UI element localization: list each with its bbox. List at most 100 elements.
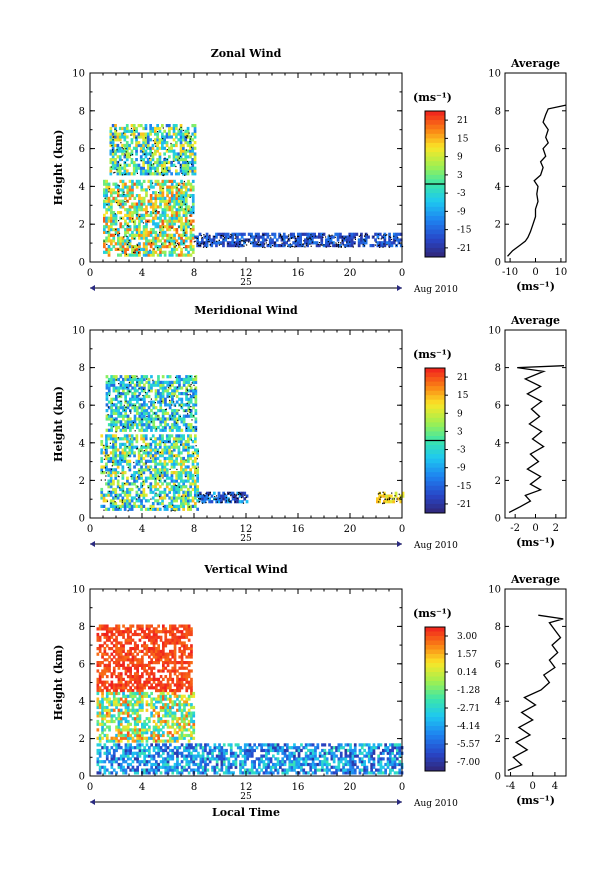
heatmap-cell [142,445,146,449]
heatmap-cell [154,473,157,477]
heatmap-cell [187,208,190,212]
zero-contour-dot [379,492,381,494]
heatmap-cell [138,697,142,701]
heatmap-cell [116,166,120,170]
heatmap-cell [169,669,172,673]
heatmap-cell [101,728,104,732]
heatmap-cell [144,149,148,153]
heatmap-cell [151,504,155,508]
heatmap-cell [152,403,156,407]
heatmap-cell [159,182,162,186]
heatmap-cell [156,182,160,186]
heatmap-cell [124,423,127,427]
heatmap-cell [105,222,108,226]
heatmap-cell [224,494,228,498]
heatmap-cell [191,160,195,165]
heatmap-cell [142,493,146,497]
heatmap-cell [154,459,157,463]
zero-contour-dot [282,239,284,241]
heatmap-cell [101,624,104,628]
zero-contour-dot [204,495,206,497]
heatmap-cell [151,448,155,452]
heatmap-cell [135,462,139,466]
heatmap-cell [183,624,186,628]
heatmap-cell [124,733,128,738]
heatmap-cell [178,672,182,676]
zero-contour-dot [287,235,290,237]
heatmap-cell [168,216,172,220]
zero-contour-dot [108,490,110,492]
heatmap-cell [189,504,192,508]
heatmap-cell [133,228,137,232]
heatmap-cell [119,644,123,648]
heatmap-cell [180,666,184,670]
heatmap-cell [128,146,131,150]
heatmap-cell [166,683,170,687]
heatmap-cell [117,239,120,243]
colorbar-tick-label: 21 [457,116,468,126]
heatmap-cell [164,638,168,642]
heatmap-cell [136,647,139,651]
heatmap-cell [162,694,165,698]
heatmap-cell [130,124,134,128]
heatmap-cell [164,411,167,415]
heatmap-cell [103,216,106,220]
heatmap-cell [180,649,184,653]
heatmap-cell [163,473,167,477]
heatmap-cell [121,185,125,189]
zero-contour-dot [134,430,136,432]
zero-contour-dot [262,246,264,248]
heatmap-cell [387,494,391,498]
heatmap-cell [171,691,175,696]
heatmap-cell [135,485,139,489]
heatmap-cell [180,239,183,243]
zero-contour-dot [169,468,171,470]
heatmap-cell [162,689,165,693]
profile-y-tick-label: 6 [495,401,501,412]
heatmap-cell [170,208,174,212]
heatmap-cell [170,205,174,209]
zero-contour-dot [223,237,225,239]
heatmap-cell [109,141,113,145]
heatmap-cell [161,132,164,136]
heatmap-cell [306,244,309,248]
heatmap-cell [178,649,182,653]
zero-contour-dot [144,153,146,155]
zero-contour-dot [121,250,123,252]
heatmap-cell [109,451,113,455]
heatmap-cell [107,423,111,427]
heatmap-cell [101,627,104,631]
heatmap-cell [196,507,199,511]
zero-contour-dot [130,134,132,136]
zero-contour-dot [155,428,157,430]
zero-contour-dot [188,220,191,222]
colorbar-step [425,243,445,249]
heatmap-cell [145,188,148,192]
heatmap-cell [164,397,167,401]
zero-contour-dot [129,438,131,440]
heatmap-cell [184,191,188,195]
heatmap-cell [142,135,145,139]
heatmap-cell [109,437,113,441]
heatmap-cell [107,386,111,390]
heatmap-cell [210,244,214,248]
heatmap-cell [110,242,113,246]
heatmap-cell [100,451,104,455]
heatmap-cell [105,663,109,667]
heatmap-cell [190,705,193,710]
heatmap-cell [191,451,195,455]
zero-contour-dot [115,228,117,231]
heatmap-cell [163,152,166,156]
heatmap-cell [147,386,151,390]
zero-contour-dot [189,196,191,198]
x-tick-label: 0 [399,524,405,535]
zero-contour-dot [190,384,192,386]
heatmap-cell [158,462,162,466]
heatmap-cell [184,208,188,212]
heatmap-cell [119,239,123,243]
heatmap-cell [133,471,136,475]
heatmap-cell [171,736,175,740]
heatmap-cell [105,705,109,710]
zero-contour-dot [206,246,208,248]
x-tick-label: 8 [191,268,197,279]
